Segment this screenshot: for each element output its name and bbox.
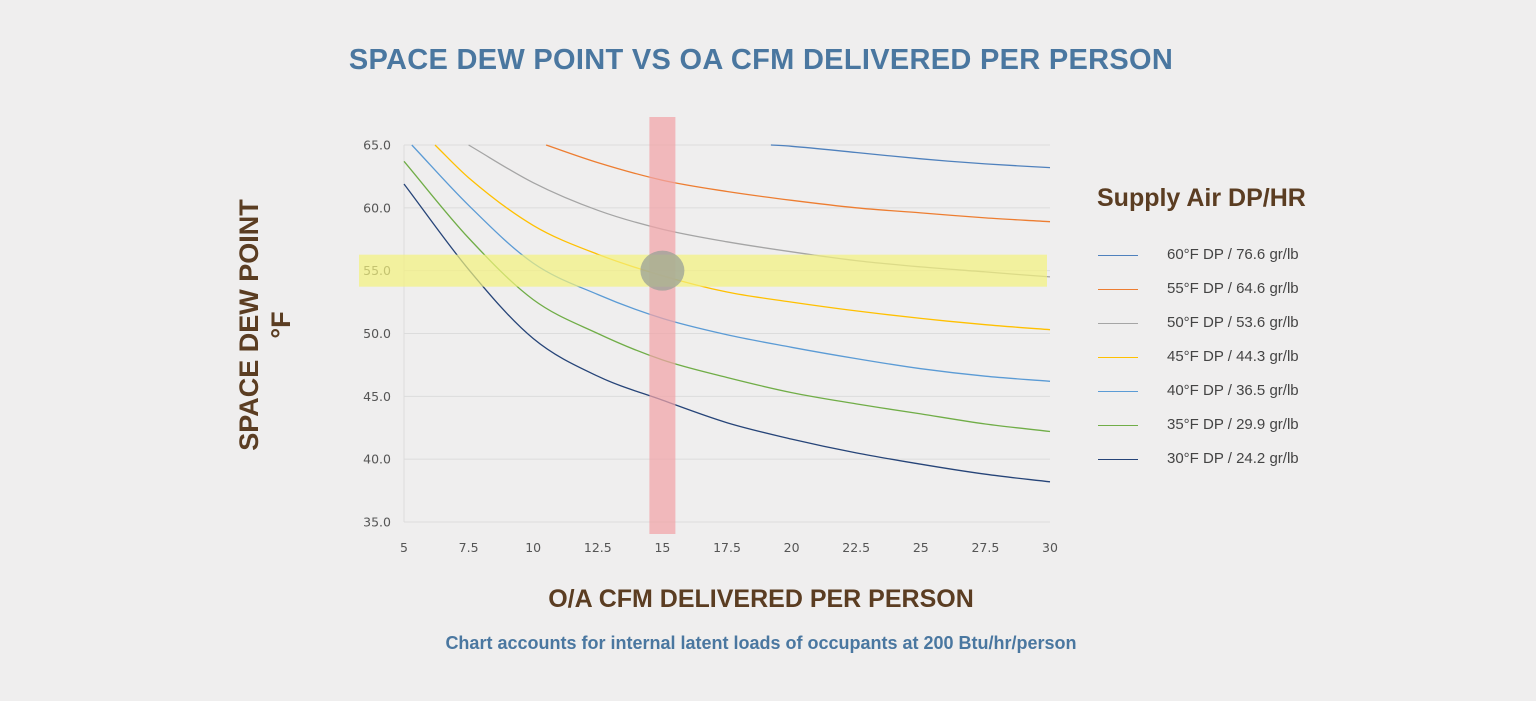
x-tick-label: 27.5 xyxy=(971,540,999,555)
x-tick-label: 17.5 xyxy=(713,540,741,555)
series-line-5 xyxy=(403,160,1051,433)
legend-swatch xyxy=(1098,323,1138,324)
chart-footnote: Chart accounts for internal latent loads… xyxy=(445,633,1077,653)
vertical-highlight-band xyxy=(649,117,676,534)
legend-swatch xyxy=(1098,425,1138,426)
series-line-6 xyxy=(403,183,1051,483)
y-tick-label: 45.0 xyxy=(363,389,391,404)
y-tick-label: 65.0 xyxy=(363,138,391,153)
y-tick-label: 35.0 xyxy=(363,515,391,530)
legend-label: 60°F DP / 76.6 gr/lb xyxy=(1167,246,1299,263)
legend-label: 35°F DP / 29.9 gr/lb xyxy=(1167,416,1299,433)
x-tick-label: 25 xyxy=(913,540,929,555)
legend-label: 45°F DP / 44.3 gr/lb xyxy=(1167,348,1299,365)
x-tick-label: 20 xyxy=(784,540,800,555)
legend-label: 30°F DP / 24.2 gr/lb xyxy=(1167,450,1299,467)
legend-label: 55°F DP / 64.6 gr/lb xyxy=(1167,280,1299,297)
series-line-4 xyxy=(411,144,1051,382)
legend-item: 35°F DP / 29.9 gr/lb xyxy=(1098,415,1398,449)
legend-swatch xyxy=(1098,289,1138,290)
x-tick-label: 5 xyxy=(400,540,408,555)
x-tick-label: 10 xyxy=(525,540,541,555)
x-tick-label: 15 xyxy=(654,540,670,555)
legend-swatch xyxy=(1098,391,1138,392)
legend-label: 40°F DP / 36.5 gr/lb xyxy=(1167,382,1299,399)
legend-item: 60°F DP / 76.6 gr/lb xyxy=(1098,245,1398,279)
series-line-1 xyxy=(545,144,1051,223)
y-axis-label: SPACE DEW POINT °F xyxy=(210,190,320,460)
x-tick-label: 22.5 xyxy=(842,540,870,555)
chart-title: SPACE DEW POINT VS OA CFM DELIVERED PER … xyxy=(348,44,1174,76)
y-tick-label: 40.0 xyxy=(363,452,391,467)
legend-label: 50°F DP / 53.6 gr/lb xyxy=(1167,314,1299,331)
y-axis-label-line2: °F xyxy=(266,311,296,339)
y-tick-label: 60.0 xyxy=(363,200,391,215)
series-line-0 xyxy=(770,144,1051,169)
legend: 60°F DP / 76.6 gr/lb 55°F DP / 64.6 gr/lb… xyxy=(1098,245,1398,483)
legend-item: 50°F DP / 53.6 gr/lb xyxy=(1098,313,1398,347)
x-tick-label: 7.5 xyxy=(459,540,479,555)
legend-item: 45°F DP / 44.3 gr/lb xyxy=(1098,347,1398,381)
x-axis-label: O/A CFM DELIVERED PER PERSON xyxy=(548,585,974,613)
x-tick-label: 30 xyxy=(1042,540,1058,555)
legend-swatch xyxy=(1098,357,1138,358)
legend-title: Supply Air DP/HR xyxy=(1097,184,1306,212)
y-axis-label-line1: SPACE DEW POINT xyxy=(234,199,264,451)
legend-item: 40°F DP / 36.5 gr/lb xyxy=(1098,381,1398,415)
legend-swatch xyxy=(1098,459,1138,460)
y-tick-label: 50.0 xyxy=(363,326,391,341)
legend-swatch xyxy=(1098,255,1138,256)
horizontal-highlight-band xyxy=(359,254,1047,287)
series-line-3 xyxy=(434,144,1051,331)
legend-item: 30°F DP / 24.2 gr/lb xyxy=(1098,449,1398,483)
target-point-marker xyxy=(640,250,685,291)
legend-item: 55°F DP / 64.6 gr/lb xyxy=(1098,279,1398,313)
x-tick-label: 12.5 xyxy=(584,540,612,555)
